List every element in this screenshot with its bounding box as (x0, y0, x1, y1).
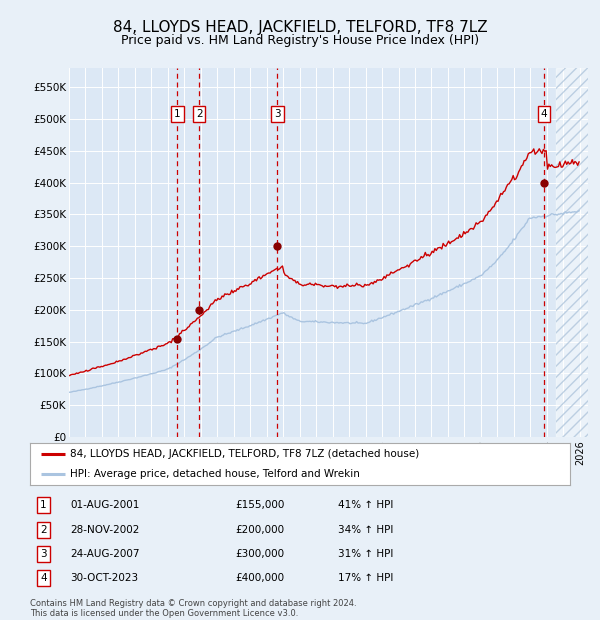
Text: 01-AUG-2001: 01-AUG-2001 (71, 500, 140, 510)
Text: £400,000: £400,000 (235, 573, 284, 583)
Text: Price paid vs. HM Land Registry's House Price Index (HPI): Price paid vs. HM Land Registry's House … (121, 34, 479, 47)
Text: 41% ↑ HPI: 41% ↑ HPI (338, 500, 393, 510)
Text: 34% ↑ HPI: 34% ↑ HPI (338, 525, 393, 534)
Text: 30-OCT-2023: 30-OCT-2023 (71, 573, 139, 583)
Text: 3: 3 (40, 549, 47, 559)
Text: 3: 3 (274, 109, 281, 119)
Text: 1: 1 (174, 109, 181, 119)
Text: 31% ↑ HPI: 31% ↑ HPI (338, 549, 393, 559)
Text: HPI: Average price, detached house, Telford and Wrekin: HPI: Average price, detached house, Telf… (71, 469, 361, 479)
Text: 17% ↑ HPI: 17% ↑ HPI (338, 573, 393, 583)
Text: 28-NOV-2002: 28-NOV-2002 (71, 525, 140, 534)
Text: Contains HM Land Registry data © Crown copyright and database right 2024.
This d: Contains HM Land Registry data © Crown c… (30, 599, 356, 618)
Text: 4: 4 (40, 573, 47, 583)
Text: £300,000: £300,000 (235, 549, 284, 559)
Text: 24-AUG-2007: 24-AUG-2007 (71, 549, 140, 559)
Text: 84, LLOYDS HEAD, JACKFIELD, TELFORD, TF8 7LZ (detached house): 84, LLOYDS HEAD, JACKFIELD, TELFORD, TF8… (71, 450, 420, 459)
Bar (556, 68, 600, 437)
Text: 1: 1 (40, 500, 47, 510)
Bar (556, 68, 600, 437)
Text: £155,000: £155,000 (235, 500, 284, 510)
Text: 2: 2 (40, 525, 47, 534)
Text: £200,000: £200,000 (235, 525, 284, 534)
Text: 84, LLOYDS HEAD, JACKFIELD, TELFORD, TF8 7LZ: 84, LLOYDS HEAD, JACKFIELD, TELFORD, TF8… (113, 20, 487, 35)
Text: 4: 4 (541, 109, 547, 119)
Text: 2: 2 (196, 109, 202, 119)
